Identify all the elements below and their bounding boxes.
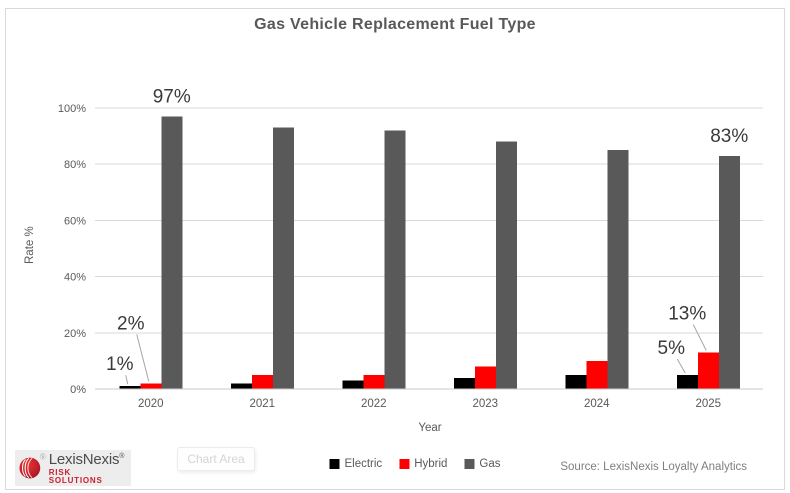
bar-hybrid-2025[interactable]	[697, 352, 719, 389]
x-tick-label: 2025	[695, 398, 721, 410]
bar-gas-2023[interactable]	[495, 141, 517, 389]
x-tick-label: 2021	[249, 398, 275, 410]
bar-hybrid-2024[interactable]	[586, 360, 608, 389]
annotation-leader-line	[125, 375, 129, 385]
legend-swatch-electric	[329, 459, 340, 469]
legend-swatch-hybrid	[399, 459, 410, 469]
annotation-label-2020-hybrid: 2%	[117, 313, 145, 334]
bar-electric-2022[interactable]	[342, 380, 364, 389]
legend-item-electric[interactable]: Electric	[329, 458, 382, 470]
y-tick-label: 40%	[64, 272, 86, 284]
source-caption: Source: LexisNexis Loyalty Analytics	[560, 461, 747, 473]
lexisnexis-logo: Ⓢ LexisNexis® RISK SOLUTIONS	[15, 450, 131, 486]
annotation-label-2020-electric: 1%	[106, 354, 134, 375]
bar-hybrid-2022[interactable]	[363, 374, 385, 389]
lexisnexis-orb-icon	[19, 457, 41, 479]
bar-electric-2023[interactable]	[453, 377, 475, 389]
annotation-label-2020-gas: 97%	[153, 86, 191, 107]
chart-area-tooltip: Chart Area	[177, 447, 255, 471]
chart-title: Gas Vehicle Replacement Fuel Type	[254, 16, 536, 33]
bar-gas-2021[interactable]	[272, 127, 294, 390]
bar-electric-2024[interactable]	[565, 374, 587, 389]
legend-swatch-gas	[464, 459, 475, 469]
logo-subtitle-text: RISK SOLUTIONS	[48, 467, 103, 485]
y-tick-label: 100%	[58, 103, 86, 115]
bar-hybrid-2020[interactable]	[140, 383, 162, 389]
x-tick-label: 2023	[472, 398, 498, 410]
annotation-label-2025-hybrid: 13%	[668, 303, 706, 324]
x-tick-label: 2020	[138, 398, 164, 410]
y-tick-label: 80%	[64, 159, 86, 171]
legend: Electric Hybrid Gas	[329, 458, 501, 470]
legend-label: Gas	[479, 458, 501, 470]
annotation-leader-line	[676, 358, 686, 374]
y-tick-label: 20%	[64, 328, 86, 340]
bar-hybrid-2021[interactable]	[251, 374, 273, 389]
annotation-leader-line	[136, 334, 150, 382]
x-axis-title: Year	[418, 422, 442, 434]
bar-gas-2025[interactable]	[718, 155, 740, 389]
bar-hybrid-2023[interactable]	[474, 366, 496, 389]
legend-label: Electric	[344, 458, 383, 470]
bar-gas-2020[interactable]	[161, 116, 183, 390]
annotation-label-2025-electric: 5%	[658, 338, 686, 359]
y-axis-title: Rate %	[24, 226, 36, 264]
annotation-label-2025-gas: 83%	[710, 126, 748, 147]
bar-gas-2024[interactable]	[607, 150, 629, 389]
bar-electric-2021[interactable]	[230, 383, 252, 389]
bar-electric-2025[interactable]	[676, 374, 698, 389]
y-tick-label: 0%	[70, 384, 86, 396]
logo-brand-text: LexisNexis®	[48, 450, 125, 468]
x-tick-label: 2022	[361, 398, 387, 410]
y-tick-label: 60%	[64, 215, 86, 227]
x-tick-label: 2024	[584, 398, 610, 410]
orb-registered-mark: Ⓢ	[39, 455, 46, 461]
legend-label: Hybrid	[414, 458, 448, 470]
bar-electric-2020[interactable]	[119, 386, 141, 389]
annotation-leader-line	[692, 324, 707, 351]
legend-item-gas[interactable]: Gas	[464, 458, 501, 470]
bar-gas-2022[interactable]	[384, 130, 406, 390]
legend-item-hybrid[interactable]: Hybrid	[399, 458, 447, 470]
